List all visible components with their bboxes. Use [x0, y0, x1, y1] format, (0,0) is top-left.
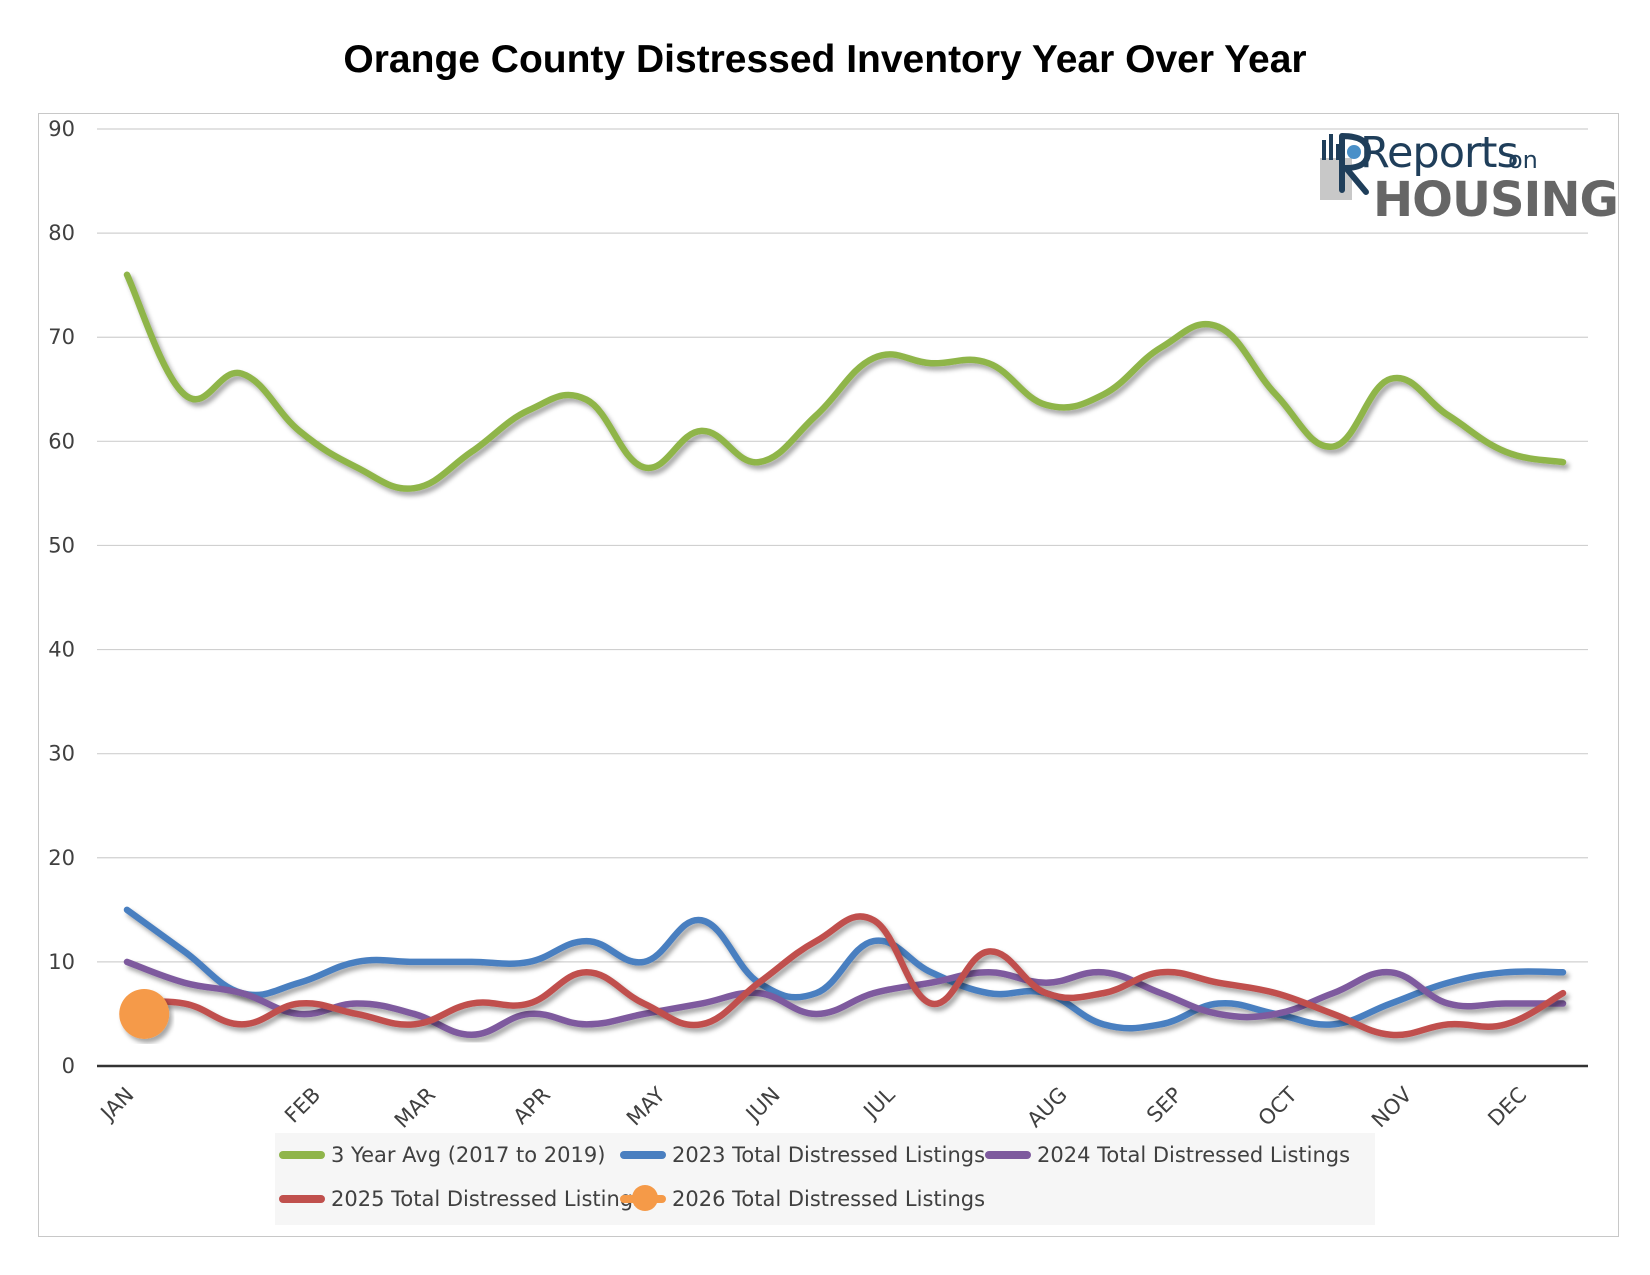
x-tick-label: JUN — [740, 1083, 785, 1128]
legend-label: 2024 Total Distressed Listings — [1037, 1143, 1351, 1167]
y-tick-label: 10 — [48, 950, 75, 974]
series-layer — [119, 271, 1567, 1039]
reports-on-housing-logo: Reports on HOUSING — [1318, 128, 1619, 228]
legend-label: 2025 Total Distressed Listings — [331, 1187, 645, 1211]
logo-text-reports: Reports — [1360, 128, 1519, 178]
legend-item-3-year-avg-2017-to-2019: 3 Year Avg (2017 to 2019) — [279, 1137, 605, 1173]
series-2025-total-distressed-listings-line — [123, 913, 1567, 1039]
x-tick-label: JUL — [858, 1082, 900, 1124]
x-tick-label: APR — [509, 1083, 555, 1129]
y-tick-label: 60 — [48, 429, 75, 453]
y-tick-label: 30 — [48, 742, 75, 766]
y-axis-ticks: 0 10 20 30 40 50 60 70 80 90 — [48, 117, 75, 1078]
legend-marker — [632, 1185, 658, 1211]
y-tick-label: 40 — [48, 638, 75, 662]
x-tick-label: MAR — [390, 1083, 440, 1133]
legend-swatch — [985, 1151, 1031, 1159]
legend-item-2023-total-distressed-listings: 2023 Total Distressed Listings — [620, 1137, 985, 1173]
logo-text-housing: HOUSING — [1373, 172, 1619, 228]
legend-swatch — [620, 1151, 666, 1159]
legend-item-2024-total-distressed-listings: 2024 Total Distressed Listings — [985, 1137, 1350, 1173]
y-tick-label: 90 — [48, 117, 75, 141]
series-3-year-avg-2017-to-2019-line — [123, 271, 1567, 492]
logo-text-on: on — [1508, 146, 1538, 174]
y-tick-label: 20 — [48, 846, 75, 870]
chart-frame — [38, 113, 1619, 1237]
legend-label: 3 Year Avg (2017 to 2019) — [331, 1143, 606, 1167]
y-tick-label: 70 — [48, 325, 75, 349]
x-tick-label: DEC — [1483, 1083, 1531, 1131]
chart-title: Orange County Distressed Inventory Year … — [343, 38, 1307, 81]
logo-mark-icon — [1320, 133, 1372, 200]
legend-item-2026-total-distressed-listings: 2026 Total Distressed Listings — [620, 1181, 985, 1217]
x-tick-label: NOV — [1367, 1082, 1417, 1132]
x-axis-ticks: JAN FEB MAR APR MAY JUN JUL AUG SEP OCT NOV DEC — [95, 1082, 1532, 1133]
x-tick-label: OCT — [1254, 1082, 1302, 1130]
series-2023-total-distressed-listings-line — [123, 906, 1567, 1032]
x-tick-label: AUG — [1022, 1083, 1072, 1133]
legend-item-2025-total-distressed-listings: 2025 Total Distressed Listings — [279, 1181, 644, 1217]
series-2026-total-distressed-listings-point — [119, 988, 170, 1039]
y-tick-label: 50 — [48, 533, 75, 557]
x-tick-label: SEP — [1142, 1083, 1187, 1128]
legend-label: 2023 Total Distressed Listings — [672, 1143, 986, 1167]
legend-swatch — [620, 1185, 666, 1211]
x-tick-label: MAY — [622, 1082, 670, 1130]
x-tick-label: JAN — [95, 1083, 139, 1127]
legend-label: 2026 Total Distressed Listings — [672, 1187, 986, 1211]
legend-swatch — [279, 1195, 325, 1203]
series-2024-total-distressed-listings-line — [123, 958, 1567, 1039]
chart-legend: 3 Year Avg (2017 to 2019) 2023 Total Dist… — [275, 1133, 1375, 1225]
x-tick-label: FEB — [280, 1083, 325, 1128]
y-tick-label: 80 — [48, 221, 75, 245]
y-tick-label: 0 — [62, 1054, 75, 1078]
legend-swatch — [279, 1151, 325, 1159]
